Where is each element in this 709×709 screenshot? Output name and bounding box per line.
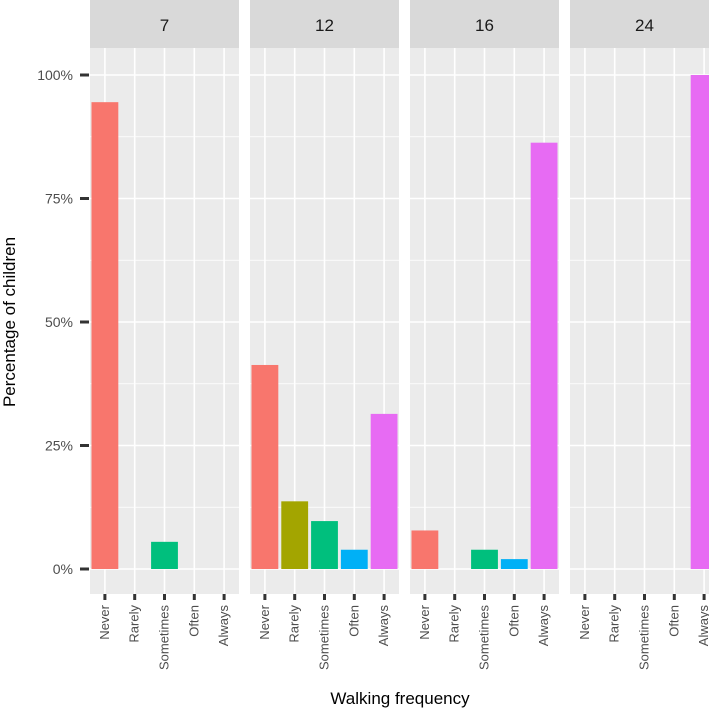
bar-sometimes <box>311 521 338 569</box>
bar-sometimes <box>151 541 178 569</box>
x-tick-label: Never <box>577 604 592 639</box>
bar-always <box>690 75 709 569</box>
bar-always <box>530 142 558 570</box>
panel-background <box>570 48 709 594</box>
x-tick-label: Rarely <box>287 605 302 643</box>
x-axis-title: Walking frequency <box>330 689 470 708</box>
facet-strip-label: 7 <box>160 16 169 35</box>
y-axis: 0% 25% 50% 75% 100% <box>37 67 89 577</box>
x-tick-label: Rarely <box>127 605 142 643</box>
x-tick-label: Rarely <box>447 605 462 643</box>
bar-often <box>500 559 528 569</box>
y-tick-label: 0% <box>53 561 73 577</box>
y-tick-label: 100% <box>37 67 73 83</box>
x-tick-label: Never <box>97 604 112 639</box>
x-tick-label: Often <box>506 605 521 637</box>
bar-never <box>91 102 119 570</box>
y-tick-label: 50% <box>45 314 73 330</box>
facet-panel: 16 <box>410 0 559 594</box>
x-tick-label: Often <box>186 605 201 637</box>
facet-panels: 7 12 16 24 <box>90 0 709 594</box>
facet-strip <box>250 0 399 48</box>
x-tick-label: Never <box>417 604 432 639</box>
bar-sometimes <box>471 549 498 569</box>
facet-strip <box>410 0 559 48</box>
facet-panel: 7 <box>90 0 239 594</box>
y-tick-label: 75% <box>45 191 73 207</box>
bar-never <box>411 530 439 569</box>
x-tick-label: Often <box>666 605 681 637</box>
facet-panel: 12 <box>250 0 399 594</box>
x-tick-label: Often <box>346 605 361 637</box>
x-tick-label: Rarely <box>607 605 622 643</box>
bar-rarely <box>281 501 309 569</box>
facet-strip-label: 12 <box>315 16 334 35</box>
x-tick-label: Always <box>696 605 709 647</box>
x-tick-label: Always <box>376 605 391 647</box>
x-tick-label: Sometimes <box>637 605 652 671</box>
facet-panel: 24 <box>570 0 709 594</box>
facet-strip <box>90 0 239 48</box>
facet-strip-label: 16 <box>475 16 494 35</box>
x-tick-label: Always <box>216 605 231 647</box>
facet-strip-label: 24 <box>635 16 654 35</box>
bar-always <box>370 413 398 569</box>
x-tick-label: Always <box>536 605 551 647</box>
x-tick-label: Sometimes <box>477 605 492 671</box>
bar-often <box>340 549 368 569</box>
x-tick-label: Sometimes <box>317 605 332 671</box>
x-axis: Never Rarely Sometimes Often Always Never Rare… <box>97 594 709 670</box>
x-tick-label: Never <box>257 604 272 639</box>
facet-strip <box>570 0 709 48</box>
bar-never <box>251 364 279 569</box>
y-axis-title: Percentage of children <box>0 237 19 407</box>
y-tick-label: 25% <box>45 438 73 454</box>
x-tick-label: Sometimes <box>157 605 172 671</box>
